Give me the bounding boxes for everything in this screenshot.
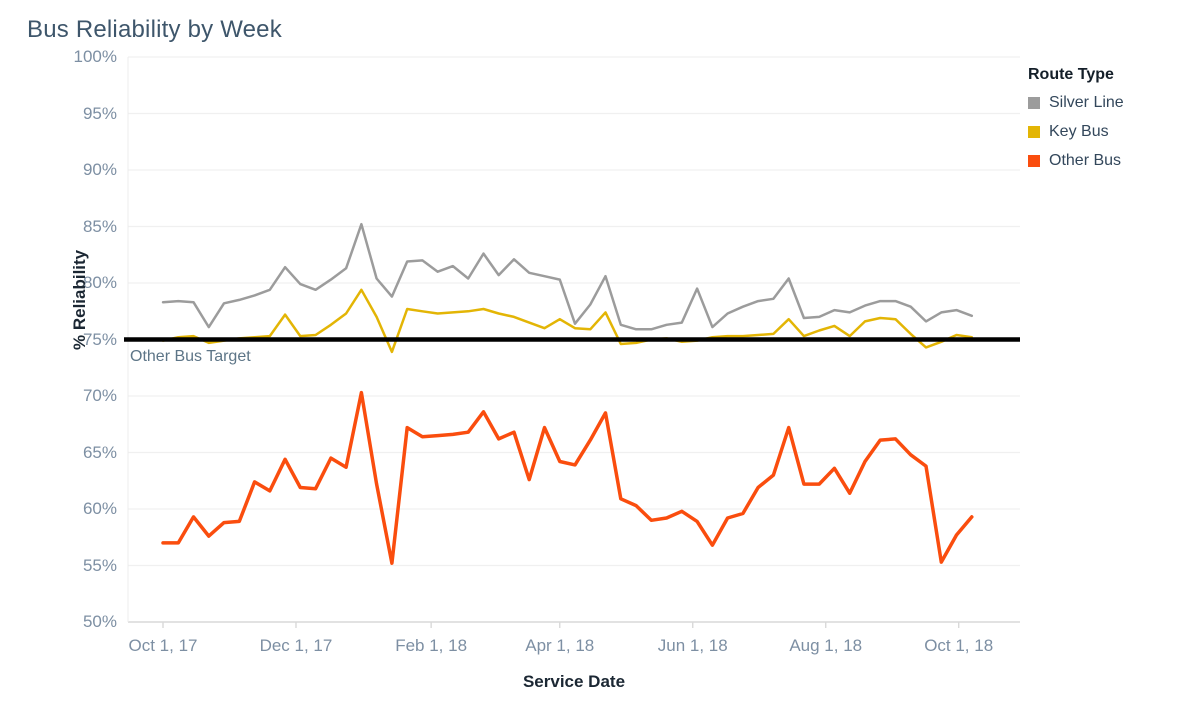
legend-swatch (1028, 97, 1040, 109)
y-tick-label: 100% (73, 47, 117, 66)
x-tick-label: Aug 1, 18 (789, 636, 863, 655)
legend-swatch (1028, 155, 1040, 167)
legend-item-silver-line[interactable]: Silver Line (1028, 94, 1186, 112)
x-axis-title: Service Date (522, 672, 626, 691)
reference-line-label: Other Bus Target (130, 348, 251, 365)
series-line-key-bus[interactable] (161, 288, 974, 354)
legend-item-label: Key Bus (1049, 123, 1109, 140)
legend-item-key-bus[interactable]: Key Bus (1028, 123, 1186, 141)
y-tick-label: 90% (82, 160, 117, 179)
legend-swatch (1028, 126, 1040, 138)
y-axis-title: % Reliability (70, 249, 90, 350)
legend-item-label: Other Bus (1049, 152, 1122, 169)
x-tick-label: Apr 1, 18 (525, 636, 595, 655)
x-tick-label: Oct 1, 17 (128, 636, 198, 655)
x-tick-label: Dec 1, 17 (259, 636, 333, 655)
y-tick-label: 85% (82, 216, 117, 236)
y-tick-label: 65% (82, 442, 117, 462)
y-tick-label: 95% (82, 103, 117, 123)
legend-title: Route Type (1028, 66, 1114, 83)
y-tick-label: 60% (82, 499, 117, 518)
y-tick-label: 55% (82, 555, 117, 575)
x-tick-label: Feb 1, 18 (395, 636, 468, 655)
legend-item-other-bus[interactable]: Other Bus (1028, 152, 1186, 170)
x-tick-label: Jun 1, 18 (657, 636, 728, 655)
y-tick-label: 70% (82, 386, 117, 405)
y-tick-label: 75% (82, 329, 117, 349)
legend: Route Type Silver Line Key Bus Other Bus (1028, 66, 1186, 181)
x-tick-label: Oct 1, 18 (924, 636, 994, 655)
y-tick-label: 50% (82, 612, 117, 631)
series-line-silver-line[interactable] (161, 222, 974, 331)
series-line-other-bus[interactable] (161, 390, 974, 565)
page-title: Bus Reliability by Week (27, 16, 282, 43)
legend-item-label: Silver Line (1049, 94, 1124, 111)
y-tick-label: 80% (82, 273, 117, 292)
